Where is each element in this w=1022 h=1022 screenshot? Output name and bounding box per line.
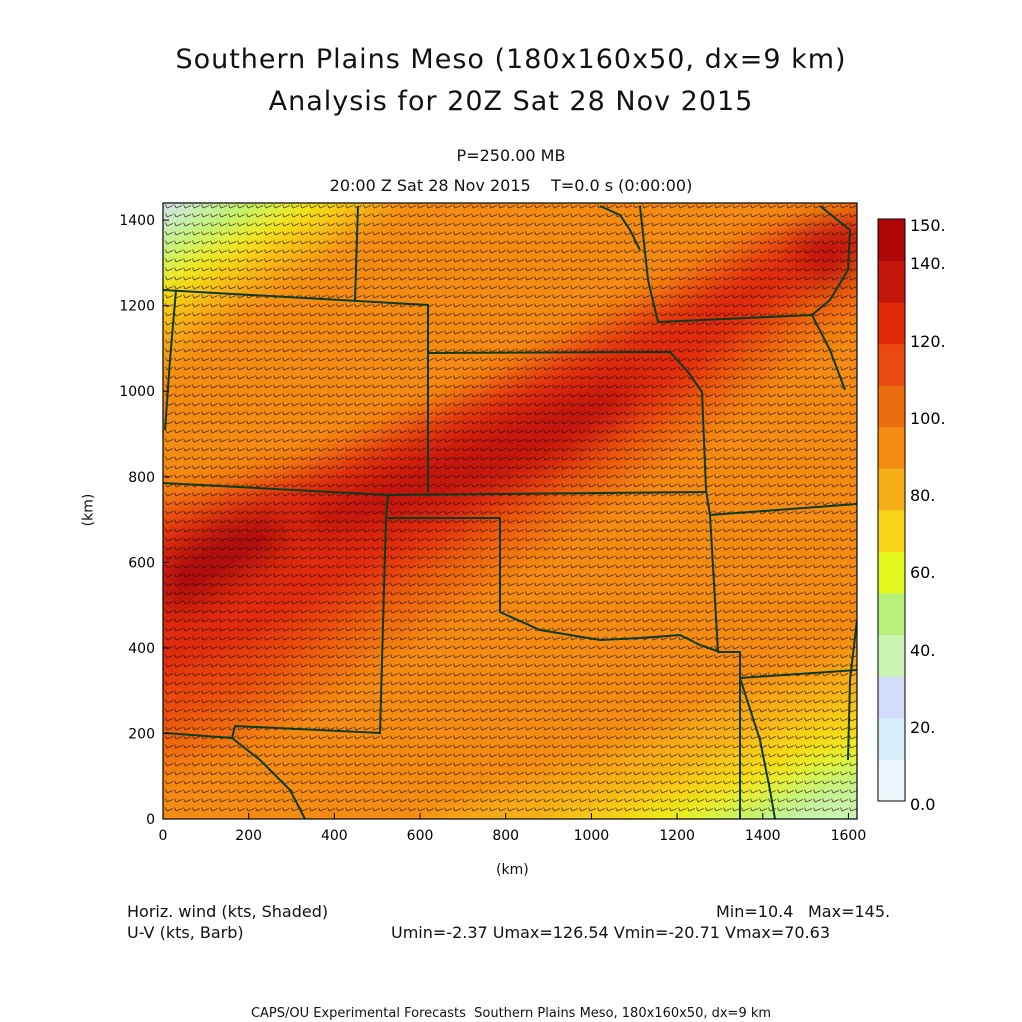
colorbar-segment [878, 468, 905, 511]
min-value: Min=10.4 [716, 902, 794, 921]
colorbar-label: 150. [910, 216, 946, 235]
x-tick-label: 1600 [831, 828, 867, 844]
colorbar-segment [878, 343, 905, 386]
colorbar-segment [878, 302, 905, 345]
y-tick-label: 1200 [119, 299, 155, 315]
colorbar-segment [878, 634, 905, 677]
colorbar: 150. 140. 120. 100. 80. 60. 40. 20. 0.0 [878, 216, 946, 814]
colorbar-label: 20. [910, 718, 935, 737]
x-tick-label: 1200 [659, 828, 695, 844]
y-tick-label: 400 [128, 641, 155, 657]
x-tick-label: 1400 [745, 828, 781, 844]
colorbar-segment [878, 385, 905, 428]
x-tick-label: 800 [492, 828, 519, 844]
colorbar-segment [878, 551, 905, 594]
colorbar-segment [878, 717, 905, 760]
x-tick-label: 400 [321, 828, 348, 844]
y-axis-ticks: 0 200 400 600 800 1000 1200 1400 [119, 213, 169, 828]
colorbar-label: 40. [910, 641, 935, 660]
colorbar-segment [878, 510, 905, 552]
max-value: Max=145. [808, 902, 891, 921]
colorbar-segment [878, 676, 905, 719]
state-boundaries [163, 205, 857, 819]
x-tick-label: 600 [407, 828, 434, 844]
colorbar-segment [878, 260, 905, 303]
colorbar-label: 80. [910, 486, 935, 505]
colorbar-label: 120. [910, 332, 946, 351]
vector-description: U-V (kts, Barb) [127, 923, 244, 942]
x-axis-ticks: 0 200 400 600 800 1000 1200 1400 1600 [159, 813, 867, 844]
colorbar-segment [878, 219, 905, 261]
title-line-1: Southern Plains Meso (180x160x50, dx=9 k… [175, 44, 847, 75]
y-tick-label: 800 [128, 470, 155, 486]
valid-time: 20:00 Z Sat 28 Nov 2015 T=0.0 s (0:00:00… [329, 176, 693, 195]
title-line-2: Analysis for 20Z Sat 28 Nov 2015 [268, 86, 754, 117]
colorbar-segment [878, 759, 905, 802]
x-axis-label: (km) [496, 862, 529, 878]
colorbar-segment [878, 593, 905, 636]
field-description: Horiz. wind (kts, Shaded) [127, 902, 329, 921]
plot-frame [162, 202, 858, 820]
credit-line: CAPS/OU Experimental Forecasts Southern … [250, 1006, 772, 1021]
uv-statistics: Umin=-2.37 Umax=126.54 Vmin=-20.71 Vmax=… [391, 923, 831, 942]
y-tick-label: 1400 [119, 213, 155, 229]
colorbar-label: 0.0 [910, 795, 935, 814]
pressure-level: P=250.00 MB [456, 146, 566, 165]
y-tick-label: 0 [146, 812, 155, 828]
y-tick-label: 600 [128, 555, 155, 571]
y-axis-label: (km) [80, 493, 97, 527]
x-tick-label: 200 [235, 828, 262, 844]
colorbar-label: 140. [910, 254, 946, 273]
x-tick-label: 1000 [574, 828, 610, 844]
colorbar-label: 100. [910, 409, 946, 428]
x-tick-label: 0 [159, 828, 168, 844]
colorbar-segment [878, 426, 905, 469]
colorbar-frame [877, 218, 906, 802]
y-tick-label: 200 [128, 726, 155, 742]
y-tick-label: 1000 [119, 384, 155, 400]
colorbar-label: 60. [910, 563, 935, 582]
